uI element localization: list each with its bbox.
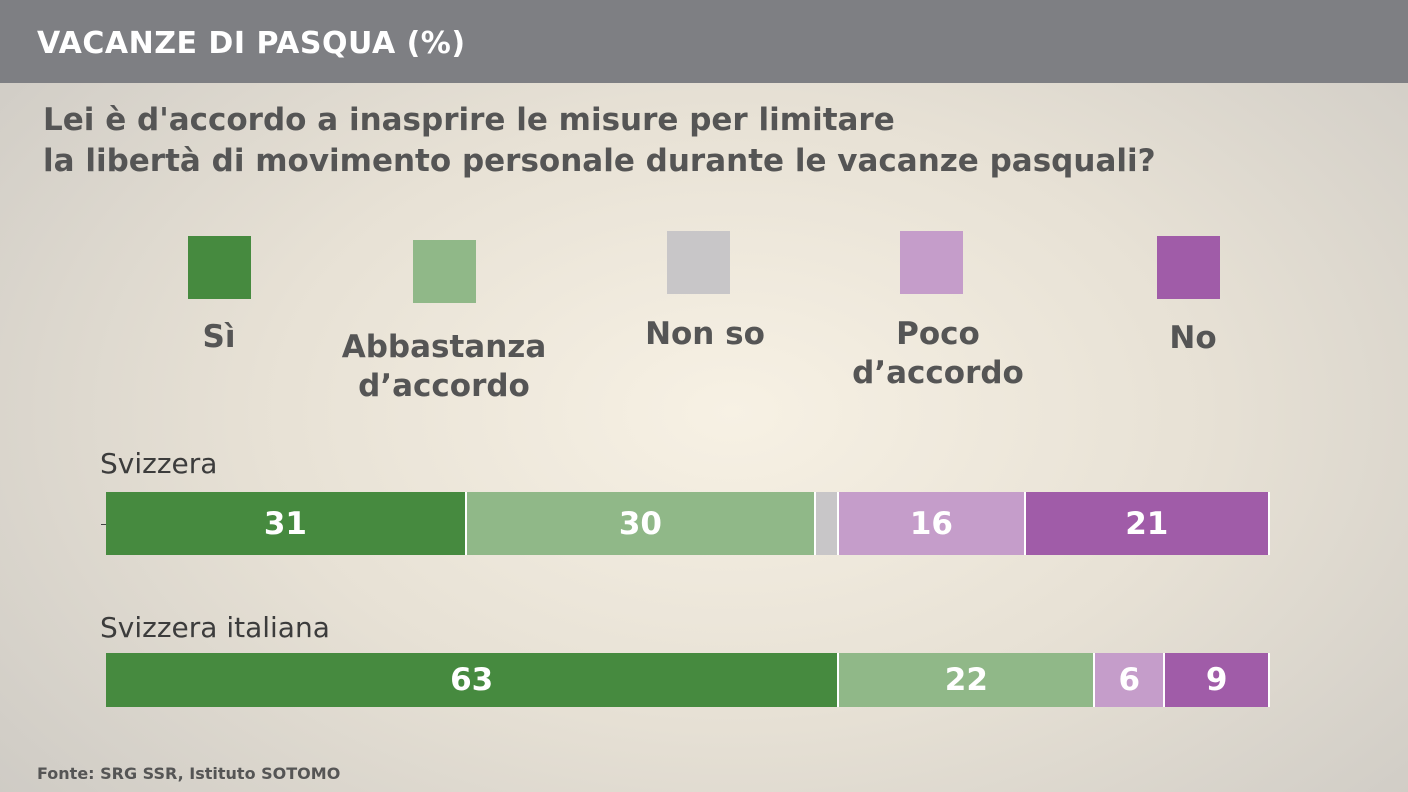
chart-question: Lei è d'accordo a inasprire le misure pe… xyxy=(43,100,1156,182)
legend-label-si-line1: Sì xyxy=(202,319,236,355)
legend-swatch-abbastanza xyxy=(413,240,476,303)
header-bar: VACANZE DI PASQUA (%) xyxy=(0,0,1408,83)
legend-swatch-si xyxy=(188,236,251,299)
axis-tick xyxy=(101,524,106,525)
row-label-svizzera: Svizzera xyxy=(100,447,218,480)
bar-segment-poco: 6 xyxy=(1095,653,1166,707)
bar-segment-si: 31 xyxy=(106,492,467,555)
bar-segment-poco: 16 xyxy=(839,492,1026,555)
legend-label-no-line1: No xyxy=(1169,320,1217,356)
legend-swatch-no xyxy=(1157,236,1220,299)
data-label-no: 9 xyxy=(1205,662,1228,698)
bar-segment-non-so xyxy=(816,492,840,555)
legend-label-poco: Poco d’accordo xyxy=(808,315,1068,393)
data-label-abbastanza: 30 xyxy=(618,505,662,542)
data-label-abbastanza: 22 xyxy=(944,662,988,698)
data-label-no: 21 xyxy=(1125,505,1169,542)
legend-swatch-poco xyxy=(900,231,963,294)
bar-segment-no: 21 xyxy=(1025,492,1270,555)
bar-row-svizzera-italiana: 63 22 6 9 xyxy=(106,653,1270,707)
legend-label-non-so-line1: Non so xyxy=(645,316,765,352)
data-label-si: 31 xyxy=(263,505,307,542)
legend-swatch-non-so xyxy=(667,231,730,294)
chart-title: VACANZE DI PASQUA (%) xyxy=(37,26,466,61)
data-label-si: 63 xyxy=(450,662,494,698)
legend-label-si: Sì xyxy=(89,318,349,357)
data-label-poco: 16 xyxy=(909,505,953,542)
source-footer: Fonte: SRG SSR, Istituto SOTOMO xyxy=(37,764,341,783)
bar-segment-abbastanza: 30 xyxy=(466,492,817,555)
data-label-poco: 6 xyxy=(1118,662,1141,698)
row-label-svizzera-italiana: Svizzera italiana xyxy=(100,611,330,644)
legend-label-poco-line1: Poco xyxy=(896,316,980,352)
legend-label-abbastanza-line2: d’accordo xyxy=(358,368,530,404)
bar-row-svizzera: 31 30 16 21 xyxy=(106,492,1270,555)
legend-label-abbastanza-line1: Abbastanza xyxy=(341,329,547,365)
legend-label-no: No xyxy=(1063,319,1323,358)
legend-label-non-so: Non so xyxy=(575,315,835,354)
legend-label-abbastanza: Abbastanza d’accordo xyxy=(314,328,574,406)
question-line-1: Lei è d'accordo a inasprire le misure pe… xyxy=(43,102,895,138)
legend-label-poco-line2: d’accordo xyxy=(852,355,1024,391)
bar-segment-no: 9 xyxy=(1165,653,1270,707)
question-line-2: la libertà di movimento personale durant… xyxy=(43,143,1156,179)
bar-segment-si: 63 xyxy=(106,653,840,707)
bar-segment-abbastanza: 22 xyxy=(839,653,1096,707)
